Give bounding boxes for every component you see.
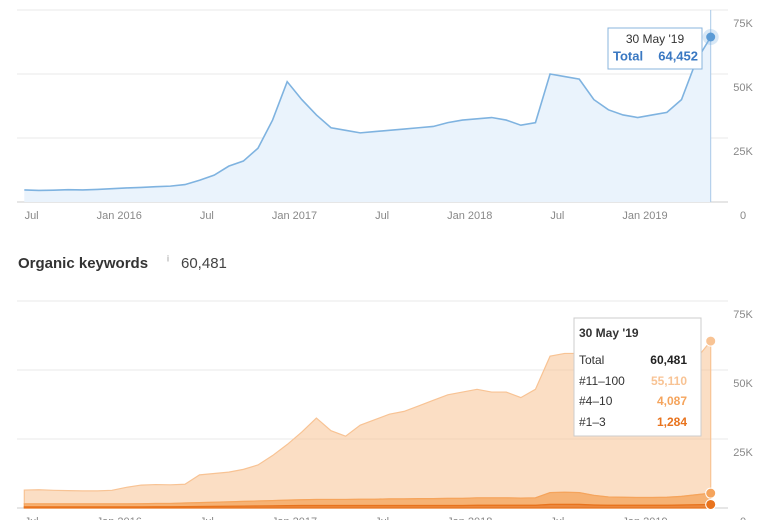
point bbox=[705, 498, 717, 510]
point bbox=[705, 335, 717, 347]
x-tick-label: Jul bbox=[200, 210, 214, 222]
y-tick-label: 25K bbox=[733, 146, 753, 158]
x-tick-label: Jul bbox=[550, 516, 564, 520]
x-tick-label: Jan 2019 bbox=[622, 210, 667, 222]
point bbox=[705, 487, 717, 499]
line bbox=[24, 36, 712, 192]
tooltip-box bbox=[573, 317, 702, 437]
y-tick-label: 50K bbox=[733, 378, 753, 390]
tooltip-value: 4,087 bbox=[657, 394, 687, 408]
x-tick-label: Jul bbox=[200, 516, 214, 520]
tooltip-date: 30 May '19 bbox=[579, 326, 639, 340]
y-tick-label: 50K bbox=[733, 82, 753, 94]
y-tick-label: 75K bbox=[733, 18, 753, 30]
tooltip-box bbox=[607, 27, 703, 70]
y-tick-label: 0 bbox=[740, 516, 746, 520]
tooltip-value: 60,481 bbox=[650, 353, 687, 367]
x-tick-label: Jul bbox=[375, 516, 389, 520]
x-tick-label: Jan 2016 bbox=[97, 516, 142, 520]
x-tick-label: Jan 2017 bbox=[272, 516, 317, 520]
info-icon[interactable]: i bbox=[167, 253, 169, 263]
y-tick-label: 0 bbox=[740, 210, 746, 222]
x-tick-label: Jan 2018 bbox=[447, 210, 492, 222]
tooltip-value: 1,284 bbox=[657, 415, 687, 429]
tooltip-label: Total bbox=[579, 353, 604, 367]
x-tick-label: Jul bbox=[375, 210, 389, 222]
x-tick-label: Jan 2019 bbox=[622, 516, 667, 520]
x-tick-label: Jan 2018 bbox=[447, 516, 492, 520]
section-title: Organic keywords bbox=[18, 255, 148, 272]
y-tick-label: 25K bbox=[733, 447, 753, 459]
tooltip-value: 55,110 bbox=[651, 374, 687, 388]
x-tick-label: Jul bbox=[25, 516, 39, 520]
tooltip-label: #11–100 bbox=[579, 374, 625, 388]
tooltip-label: #4–10 bbox=[579, 394, 613, 408]
point bbox=[706, 32, 716, 42]
x-tick-label: Jul bbox=[25, 210, 39, 222]
tooltip-label: Total bbox=[613, 48, 643, 63]
tooltip-label: #1–3 bbox=[579, 415, 606, 429]
tooltip: 30 May '19 Total 64,452 bbox=[607, 27, 703, 70]
area bbox=[24, 37, 711, 202]
tooltip-date: 30 May '19 bbox=[626, 32, 685, 46]
x-tick-label: Jul bbox=[550, 210, 564, 222]
tooltip: 30 May '19 Total 60,481 #11–100 55,110 #… bbox=[573, 317, 702, 437]
x-tick-label: Jan 2017 bbox=[272, 210, 317, 222]
x-tick-label: Jan 2016 bbox=[97, 210, 142, 222]
y-tick-label: 75K bbox=[733, 309, 753, 321]
section-value: 60,481 bbox=[181, 255, 227, 272]
tooltip-value: 64,452 bbox=[658, 48, 698, 63]
